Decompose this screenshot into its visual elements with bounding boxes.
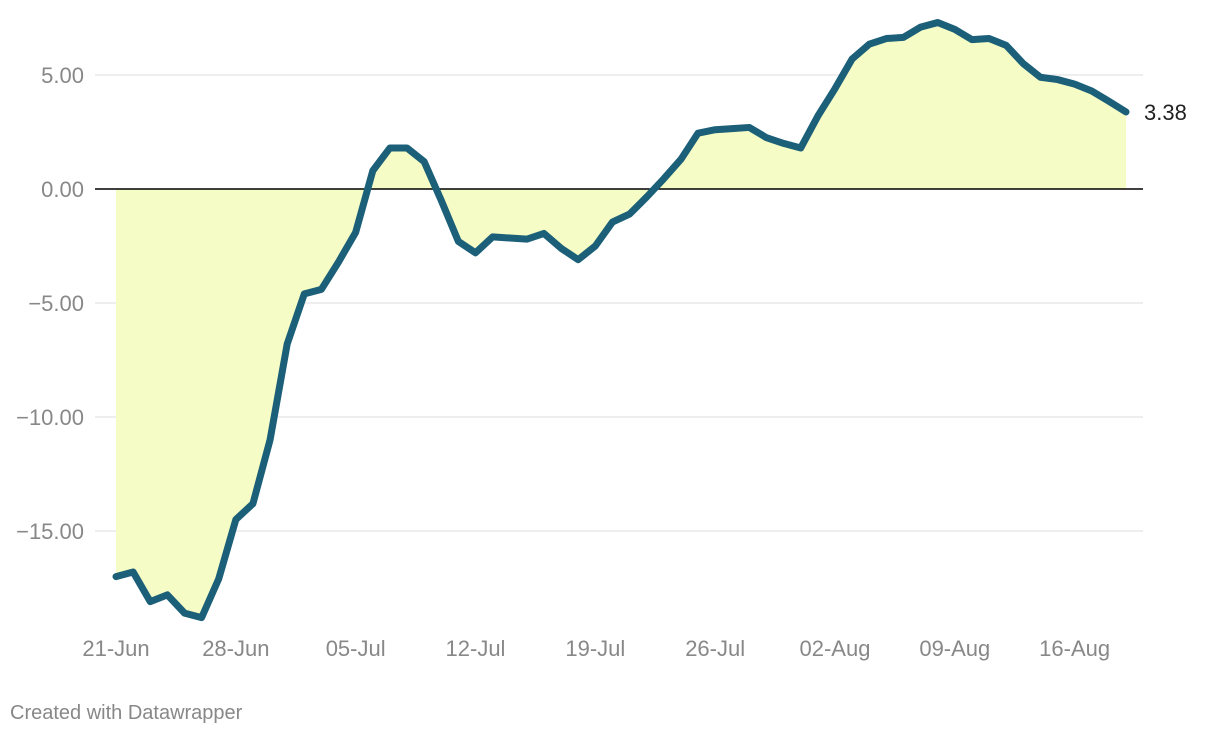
end-value-label: 3.38 [1144, 100, 1187, 125]
area-fill [116, 22, 1126, 618]
y-tick-label: −10.00 [16, 405, 84, 430]
x-tick-label: 28-Jun [202, 636, 269, 661]
y-axis-labels: 5.00 0.00 −5.00 −10.00 −15.00 [16, 63, 84, 544]
x-axis-labels: 21-Jun 28-Jun 05-Jul 12-Jul 19-Jul 26-Jul 02-A… [82, 636, 1110, 661]
y-tick-label: 0.00 [41, 177, 84, 202]
x-tick-label: 21-Jun [82, 636, 149, 661]
x-tick-label: 19-Jul [565, 636, 625, 661]
x-tick-label: 26-Jul [685, 636, 745, 661]
x-tick-label: 02-Aug [800, 636, 871, 661]
x-tick-label: 12-Jul [446, 636, 506, 661]
y-tick-label: −5.00 [28, 291, 84, 316]
y-tick-label: −15.00 [16, 519, 84, 544]
x-tick-label: 16-Aug [1039, 636, 1110, 661]
credit-text: Created with Datawrapper [10, 702, 243, 724]
x-tick-label: 05-Jul [326, 636, 386, 661]
series-line [112, 19, 1130, 622]
y-tick-label: 5.00 [41, 63, 84, 88]
x-tick-label: 09-Aug [919, 636, 990, 661]
